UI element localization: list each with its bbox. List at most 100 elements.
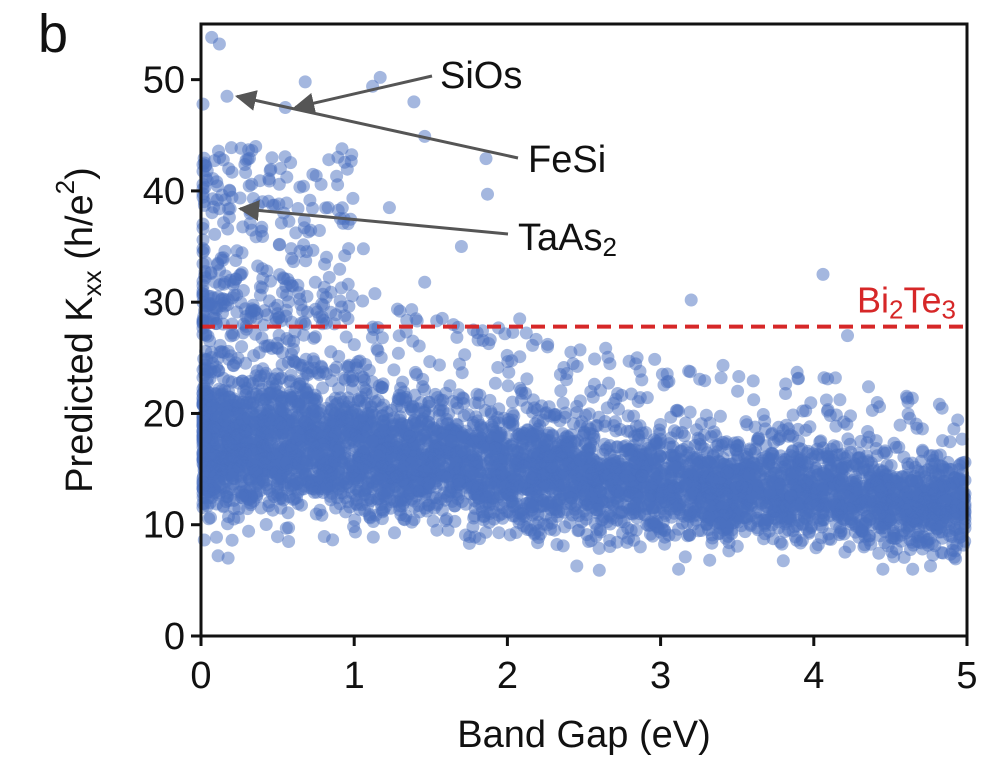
- data-point: [498, 327, 512, 341]
- data-point: [472, 396, 486, 410]
- data-point: [552, 505, 566, 519]
- data-point: [804, 396, 818, 410]
- data-point: [506, 395, 519, 409]
- data-point: [407, 513, 421, 526]
- data-point: [242, 524, 256, 538]
- data-point: [239, 356, 253, 370]
- data-point: [225, 326, 239, 340]
- data-point: [221, 551, 235, 565]
- data-point: [818, 497, 832, 511]
- data-point: [731, 384, 745, 398]
- data-point: [293, 430, 307, 444]
- data-point: [556, 539, 570, 553]
- data-point: [729, 481, 743, 495]
- data-point: [485, 418, 499, 432]
- data-point: [557, 361, 571, 374]
- data-point: [627, 409, 641, 423]
- data-point: [738, 486, 752, 500]
- data-point: [722, 544, 736, 558]
- data-point: [452, 388, 466, 402]
- data-point: [387, 363, 401, 377]
- data-point: [776, 554, 790, 568]
- data-point: [497, 411, 511, 425]
- data-point: [519, 386, 532, 400]
- data-point: [703, 416, 717, 430]
- data-point: [500, 348, 514, 362]
- data-point: [468, 530, 482, 544]
- data-point: [282, 535, 296, 548]
- data-point: [679, 477, 693, 491]
- data-point: [901, 395, 915, 409]
- data-point: [870, 449, 884, 463]
- data-point: [366, 530, 380, 544]
- data-point: [429, 430, 443, 444]
- data-point: [324, 345, 338, 359]
- data-point: [592, 541, 606, 555]
- data-point: [329, 501, 343, 515]
- data-point: [710, 439, 723, 453]
- data-point: [779, 387, 792, 400]
- data-point: [716, 358, 730, 372]
- data-point: [913, 535, 926, 549]
- data-point: [633, 364, 647, 378]
- data-point: [208, 365, 222, 379]
- data-point: [434, 398, 448, 412]
- data-point: [512, 512, 526, 526]
- data-point: [518, 442, 532, 455]
- data-point: [547, 408, 561, 422]
- data-point: [364, 399, 378, 413]
- data-point: [732, 370, 746, 383]
- data-point: [404, 402, 418, 416]
- data-point: [925, 449, 939, 463]
- data-point: [314, 359, 328, 373]
- data-point: [346, 464, 360, 478]
- data-point: [935, 401, 949, 415]
- data-point: [441, 523, 455, 537]
- data-point: [326, 533, 340, 547]
- data-point: [396, 496, 410, 510]
- data-point: [270, 341, 284, 355]
- data-point: [954, 457, 968, 471]
- data-point: [824, 442, 838, 456]
- data-point: [471, 491, 485, 505]
- data-point: [340, 360, 354, 373]
- data-point: [914, 454, 928, 468]
- data-point: [232, 502, 246, 516]
- data-point: [570, 559, 584, 573]
- data-point: [623, 424, 637, 438]
- data-point: [670, 426, 684, 440]
- data-point: [682, 364, 696, 378]
- data-point: [822, 527, 836, 541]
- data-point: [519, 326, 533, 340]
- data-point: [235, 489, 249, 502]
- data-point: [453, 357, 466, 371]
- data-point: [587, 430, 601, 444]
- data-point: [413, 484, 427, 498]
- data-point: [802, 508, 816, 522]
- data-point: [698, 374, 712, 388]
- data-point: [442, 407, 456, 421]
- data-point: [560, 429, 574, 443]
- data-point: [541, 337, 555, 351]
- data-point: [590, 503, 604, 517]
- data-point: [281, 506, 295, 520]
- data-point: [482, 337, 496, 351]
- data-point: [937, 479, 951, 493]
- data-point: [811, 538, 825, 552]
- data-point: [917, 465, 931, 479]
- data-point: [452, 473, 466, 486]
- data-point: [483, 393, 497, 407]
- data-point: [316, 381, 330, 395]
- data-point: [719, 487, 733, 501]
- data-point: [666, 440, 680, 454]
- data-point: [655, 522, 669, 536]
- data-point: [640, 391, 654, 405]
- data-point: [893, 418, 907, 432]
- data-point: [391, 394, 405, 408]
- data-point: [444, 434, 458, 448]
- data-point: [210, 530, 223, 544]
- data-point: [275, 400, 289, 413]
- data-point: [266, 503, 280, 517]
- data-point: [751, 432, 765, 446]
- data-point: [443, 379, 457, 393]
